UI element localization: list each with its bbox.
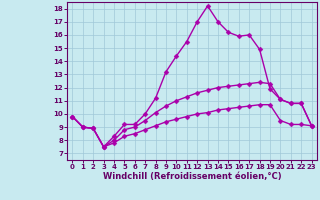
X-axis label: Windchill (Refroidissement éolien,°C): Windchill (Refroidissement éolien,°C): [103, 172, 281, 181]
